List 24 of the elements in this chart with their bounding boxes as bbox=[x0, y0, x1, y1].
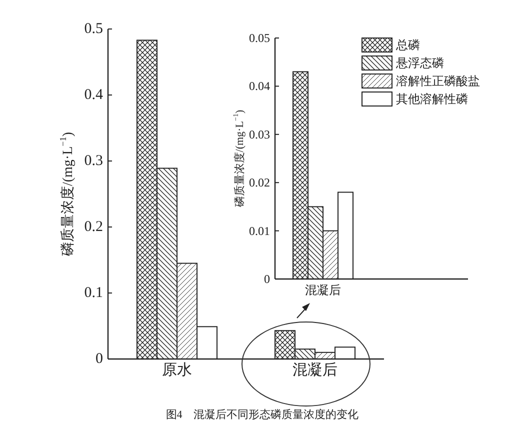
y-tick-label: 0.4 bbox=[84, 87, 104, 103]
legend-label: 溶解性正磷酸盐 bbox=[396, 74, 480, 88]
y-tick-label: 0.01 bbox=[249, 224, 270, 238]
y-tick-label: 0.02 bbox=[249, 176, 270, 190]
x-tick-label: 混凝后 bbox=[305, 282, 341, 297]
y-tick-label: 0.04 bbox=[249, 79, 270, 94]
legend-item: 溶解性正磷酸盐 bbox=[362, 74, 480, 88]
y-tick-label: 0.03 bbox=[249, 127, 270, 142]
y-tick-label: 0.2 bbox=[84, 219, 103, 235]
y-tick-label: 0 bbox=[264, 272, 270, 286]
y-tick-label: 0.5 bbox=[84, 21, 103, 37]
legend-item: 悬浮态磷 bbox=[362, 56, 444, 70]
legend-item: 总磷 bbox=[362, 38, 420, 52]
y-tick-label: 0.1 bbox=[84, 285, 103, 301]
x-tick-label: 混凝后 bbox=[292, 362, 338, 379]
text: 图4 混凝后不同形态磷质量浓度的变化 bbox=[166, 408, 358, 421]
x-tick-label: 原水 bbox=[162, 362, 192, 379]
legend-label: 其他溶解性磷 bbox=[396, 92, 468, 106]
y-tick-label: 0.05 bbox=[249, 31, 270, 45]
y-tick-label: 0 bbox=[96, 351, 103, 367]
legend-item: 其他溶解性磷 bbox=[362, 92, 468, 106]
legend-label: 悬浮态磷 bbox=[395, 56, 444, 70]
y-tick-label: 0.3 bbox=[84, 153, 103, 169]
legend-label: 总磷 bbox=[395, 38, 420, 52]
